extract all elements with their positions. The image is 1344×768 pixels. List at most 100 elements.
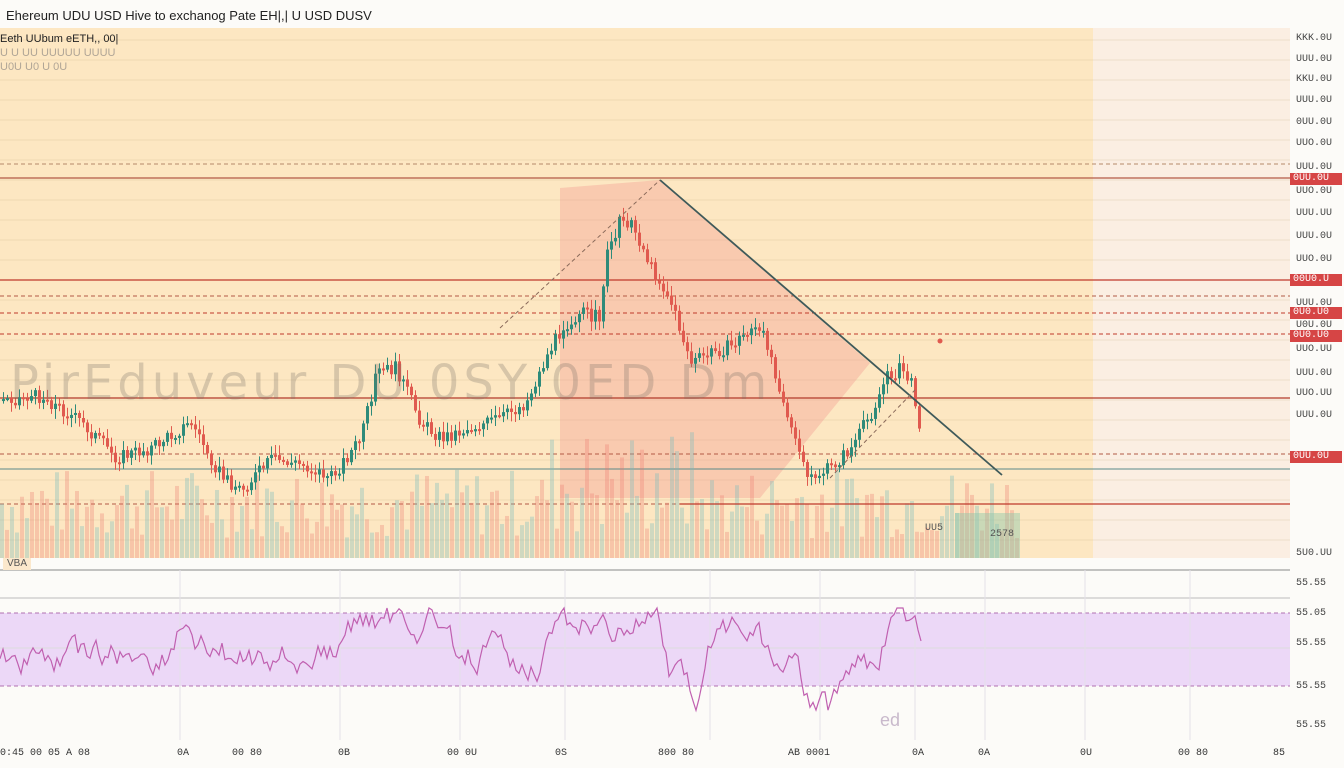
window-title-bar: Ehereum UDU USD Hive to exchanog Pate EH… [0, 0, 1344, 28]
candle-body [578, 313, 581, 323]
candle-body [398, 361, 401, 382]
volume-bar [580, 487, 584, 558]
price-chart-pane[interactable]: 2578 UU5 [0, 28, 1290, 558]
candle-body [622, 216, 625, 221]
volume-bar [100, 513, 104, 558]
volume-bar [610, 478, 614, 558]
volume-bar [130, 528, 134, 558]
volume-bar [220, 519, 224, 558]
candle-body [326, 476, 329, 479]
volume-bar [105, 532, 109, 558]
volume-bar [465, 485, 469, 558]
candle-body [530, 393, 533, 401]
candle-body [678, 310, 681, 331]
candle-body [862, 420, 865, 429]
candle-body [382, 368, 385, 371]
candle-body [750, 328, 753, 336]
price-axis-label: 0UU.0U [1296, 117, 1333, 128]
candle-body [262, 465, 265, 469]
volume-bar [310, 533, 314, 558]
price-level-badge[interactable]: 0U0.U0 [1290, 307, 1342, 319]
volume-bar [35, 503, 39, 558]
candle-body [498, 415, 501, 418]
candle-body [722, 355, 725, 358]
volume-bar [135, 506, 139, 558]
candle-body [226, 475, 229, 480]
candle-body [802, 451, 805, 463]
candle-body [670, 295, 673, 305]
price-level-badge[interactable]: 0U0.U0 [1290, 330, 1342, 342]
candle-body [446, 432, 449, 442]
candle-body [110, 446, 113, 453]
volume-bar [60, 529, 64, 558]
volume-bar [705, 529, 709, 558]
volume-bar [890, 537, 894, 558]
candle-body [122, 450, 125, 464]
volume-bar [450, 507, 454, 558]
indicator-tag[interactable]: VBA [3, 558, 32, 570]
volume-bar [255, 475, 259, 558]
volume-bar [75, 490, 79, 558]
volume-bar [50, 525, 54, 558]
candle-body [702, 353, 705, 356]
time-axis[interactable]: 0:45 00 05 A 08 0A 00 80 0B 00 0U 0S 800 80 AB … [0, 740, 1290, 768]
volume-bar [20, 496, 24, 558]
time-axis-label: 800 80 [658, 748, 695, 759]
candle-body [842, 450, 845, 466]
ohlc-line: U U UU UUUUU UUUU [0, 47, 116, 59]
candle-body [18, 397, 21, 406]
time-axis-label: 0A [978, 748, 991, 759]
volume-bar [260, 536, 264, 558]
volume-bar [740, 506, 744, 558]
trend-line-dashed [499, 179, 661, 329]
price-level-badge[interactable]: 0UU.0U [1290, 451, 1342, 463]
volume-bar [790, 521, 794, 558]
candle-body [246, 489, 249, 492]
candle-body [50, 400, 53, 410]
indicator-axis-label: 55.55 [1296, 681, 1327, 692]
volume-bar [285, 532, 289, 558]
volume-bar [190, 473, 194, 558]
candle-body [546, 354, 549, 369]
indicator-svg[interactable]: ed [0, 558, 1290, 740]
volume-bar [10, 506, 14, 558]
price-level-badge[interactable]: 0UU.0U [1290, 173, 1342, 185]
candle-body [798, 438, 801, 452]
volume-bar [570, 501, 574, 558]
candle-body [514, 411, 517, 415]
candle-body [386, 364, 389, 370]
candle-body [342, 458, 345, 474]
volume-bar [330, 494, 334, 558]
price-level-badge[interactable]: 00U0.U [1290, 274, 1342, 286]
candle-body [114, 452, 117, 463]
time-axis-label: 0A [912, 748, 925, 759]
volume-bar [860, 536, 864, 558]
volume-bar [1005, 485, 1009, 558]
candle-body [458, 430, 461, 436]
volume-bar [655, 473, 659, 558]
candle-body [866, 419, 869, 422]
candle-body [898, 363, 901, 379]
candle-body [266, 458, 269, 469]
candle-body [618, 216, 621, 238]
volume-bar [605, 444, 609, 558]
volume-bar [240, 506, 244, 558]
indicator-pane[interactable]: ed [0, 558, 1290, 740]
price-axis-label: UUU.0U [1296, 368, 1333, 379]
price-chart-svg[interactable]: 2578 UU5 [0, 28, 1290, 558]
candle-body [466, 430, 469, 434]
candle-body [758, 327, 761, 331]
volume-bar [575, 531, 579, 558]
candle-body [674, 304, 677, 311]
volume-bar [85, 506, 89, 558]
candle-body [586, 307, 589, 310]
volume-bar [270, 491, 274, 558]
candle-body [58, 403, 61, 406]
candle-body [838, 465, 841, 468]
indicator-axis[interactable]: 55.55 55.05 55.55 55.55 55.55 [1290, 558, 1344, 740]
candle-body [106, 438, 109, 447]
volume-bar [585, 438, 589, 558]
price-axis[interactable]: KKK.0U UUU.0U KKU.0U UUU.0U 0UU.0U UUO.0U UUU.… [1290, 28, 1344, 559]
candle-body [914, 378, 917, 407]
candle-body [510, 408, 513, 412]
